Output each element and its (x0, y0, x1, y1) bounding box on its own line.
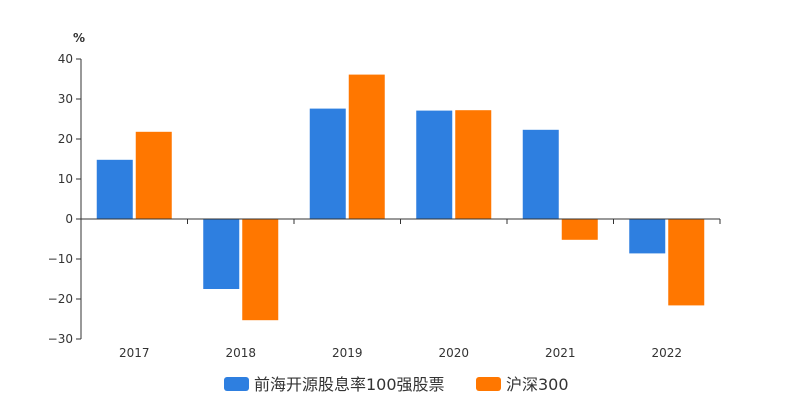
y-axis-unit-label: % (73, 31, 85, 45)
x-tick-label: 2022 (651, 346, 682, 360)
bar-2021-series-2[interactable] (561, 219, 598, 240)
bar-2022-series-1[interactable] (629, 219, 666, 254)
bar-2018-series-1[interactable] (203, 219, 240, 289)
x-tick-label: 2017 (119, 346, 150, 360)
bar-2020-series-2[interactable] (455, 110, 492, 219)
y-tick-label: −30 (48, 332, 73, 346)
legend-swatch-series-2[interactable] (476, 377, 501, 391)
bar-2018-series-2[interactable] (242, 219, 279, 321)
bar-2021-series-1[interactable] (522, 129, 559, 219)
bars-layer (96, 74, 705, 321)
x-tick-label: 2020 (438, 346, 469, 360)
bar-2019-series-2[interactable] (348, 74, 385, 219)
y-tick-label: −10 (48, 252, 73, 266)
bar-2019-series-1[interactable] (309, 108, 346, 219)
x-tick-label: 2019 (332, 346, 363, 360)
bar-2020-series-1[interactable] (416, 110, 453, 219)
y-tick-label: 30 (58, 92, 73, 106)
y-tick-label: 40 (58, 52, 73, 66)
bar-2017-series-2[interactable] (135, 131, 172, 219)
bar-2017-series-1[interactable] (96, 159, 133, 219)
axes-layer: −30 −20 −10 0 10 20 30 40 2017 2018 2019 2020 2021 20… (48, 52, 721, 360)
legend: 前海开源股息率100强股票 沪深300 (224, 375, 569, 394)
y-tick-label: 10 (58, 172, 73, 186)
y-tick-label: 20 (58, 132, 73, 146)
x-tick-label: 2018 (225, 346, 256, 360)
y-tick-label: −20 (48, 292, 73, 306)
y-tick-label: 0 (65, 212, 73, 226)
bar-2022-series-2[interactable] (668, 219, 705, 306)
legend-swatch-series-1[interactable] (224, 377, 249, 391)
x-tick-label: 2021 (545, 346, 576, 360)
legend-label-series-1[interactable]: 前海开源股息率100强股票 (254, 375, 445, 394)
legend-label-series-2[interactable]: 沪深300 (506, 375, 569, 394)
